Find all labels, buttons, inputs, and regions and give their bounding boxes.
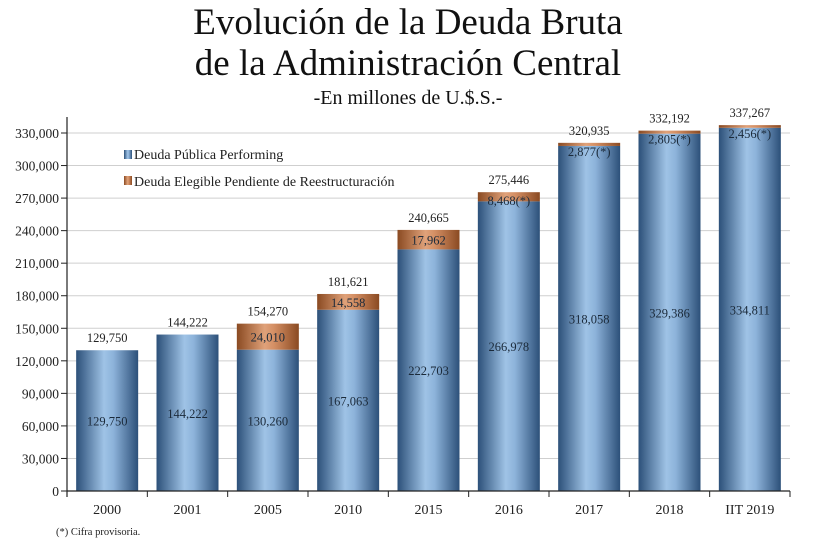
data-label-elegible: 2,877(*) (568, 145, 611, 159)
data-label-total: 332,192 (649, 112, 690, 126)
x-tick-label: 2001 (174, 503, 202, 518)
bar-performing (477, 201, 540, 491)
x-tick-label: 2017 (575, 503, 603, 518)
data-label-total: 129,750 (87, 331, 128, 345)
data-label-elegible: 8,468(*) (487, 194, 530, 208)
bar-performing (317, 309, 380, 491)
y-tick-label: 120,000 (15, 354, 59, 369)
footnote: (*) Cifra provisoria. (56, 527, 140, 538)
x-tick-label: 2015 (415, 503, 443, 518)
legend: Deuda Pública Performing Deuda Elegible … (110, 137, 420, 192)
y-tick-label: 240,000 (15, 224, 59, 239)
chart-title-line1: Evolución de la Deuda Bruta (193, 2, 623, 43)
data-label-elegible: 2,805(*) (648, 133, 691, 147)
bar-elegible (317, 293, 380, 310)
x-tick-label: 2000 (93, 503, 121, 518)
data-label-total: 337,267 (730, 106, 771, 120)
data-label-performing: 222,703 (408, 364, 449, 378)
x-axis: 2000 2001 2005 2010 2015 2016 2017 2018 IIT 2019 (67, 490, 791, 518)
data-label-total: 154,270 (248, 305, 289, 319)
bar-performing (76, 350, 139, 491)
bar-elegible (397, 229, 460, 250)
bar-performing (558, 145, 621, 491)
data-label-total: 144,222 (167, 316, 208, 330)
bars: 129,750 129,750 144,222 144,222 24,010 130,26… (76, 106, 781, 492)
data-label-performing: 266,978 (489, 340, 530, 354)
data-label-performing: 329,386 (649, 306, 690, 320)
bar-performing (638, 133, 701, 492)
legend-swatch-performing (124, 150, 132, 159)
data-label-performing: 144,222 (167, 407, 208, 421)
data-label-elegible: 24,010 (251, 331, 285, 345)
y-tick-label: 330,000 (15, 126, 59, 141)
y-tick-label: 60,000 (22, 419, 59, 434)
bar-performing (236, 349, 299, 491)
chart-subtitle: -En millones de U.$.S.- (313, 87, 503, 109)
bar-elegible (236, 323, 299, 350)
y-tick-label: 180,000 (15, 289, 59, 304)
x-tick-label: 2010 (334, 503, 362, 518)
data-label-elegible: 2,456(*) (728, 127, 771, 141)
x-tick-label: 2005 (254, 503, 282, 518)
data-label-performing: 129,750 (87, 415, 128, 429)
legend-label-performing: Deuda Pública Performing (134, 148, 283, 163)
x-tick-label: 2018 (656, 503, 684, 518)
y-tick-label: 300,000 (15, 159, 59, 174)
legend-bg-1 (110, 137, 420, 159)
bar-performing (397, 249, 460, 491)
legend-bg-2 (110, 170, 420, 192)
data-label-performing: 334,811 (730, 303, 770, 317)
y-axis: 0 30,000 60,000 90,000 120,000 150,000 180,000… (15, 117, 68, 499)
bar-performing (156, 334, 219, 491)
bar-elegible (638, 130, 701, 134)
data-label-total: 320,935 (569, 124, 610, 138)
data-label-elegible: 14,558 (331, 296, 365, 310)
y-tick-label: 90,000 (22, 386, 59, 401)
x-tick-label: IIT 2019 (725, 503, 774, 518)
data-label-total: 181,621 (328, 275, 369, 289)
y-tick-label: 30,000 (22, 451, 59, 466)
legend-swatch-elegible (124, 176, 132, 185)
bar-elegible (558, 142, 621, 146)
data-label-performing: 130,260 (248, 414, 289, 428)
legend-label-elegible: Deuda Elegible Pendiente de Reestructura… (134, 175, 394, 190)
x-tick-label: 2016 (495, 503, 523, 518)
bar-performing (718, 127, 781, 491)
bar-elegible (718, 125, 781, 128)
data-label-performing: 318,058 (569, 312, 610, 326)
data-label-performing: 167,063 (328, 394, 369, 408)
y-tick-label: 150,000 (15, 321, 59, 336)
data-label-total: 240,665 (408, 211, 449, 225)
y-tick-label: 0 (52, 484, 59, 499)
y-tick-label: 210,000 (15, 256, 59, 271)
bar-elegible (477, 192, 540, 202)
chart-title-line2: de la Administración Central (194, 43, 622, 84)
data-label-elegible: 17,962 (411, 234, 445, 248)
y-tick-label: 270,000 (15, 191, 59, 206)
data-label-total: 275,446 (489, 173, 530, 187)
